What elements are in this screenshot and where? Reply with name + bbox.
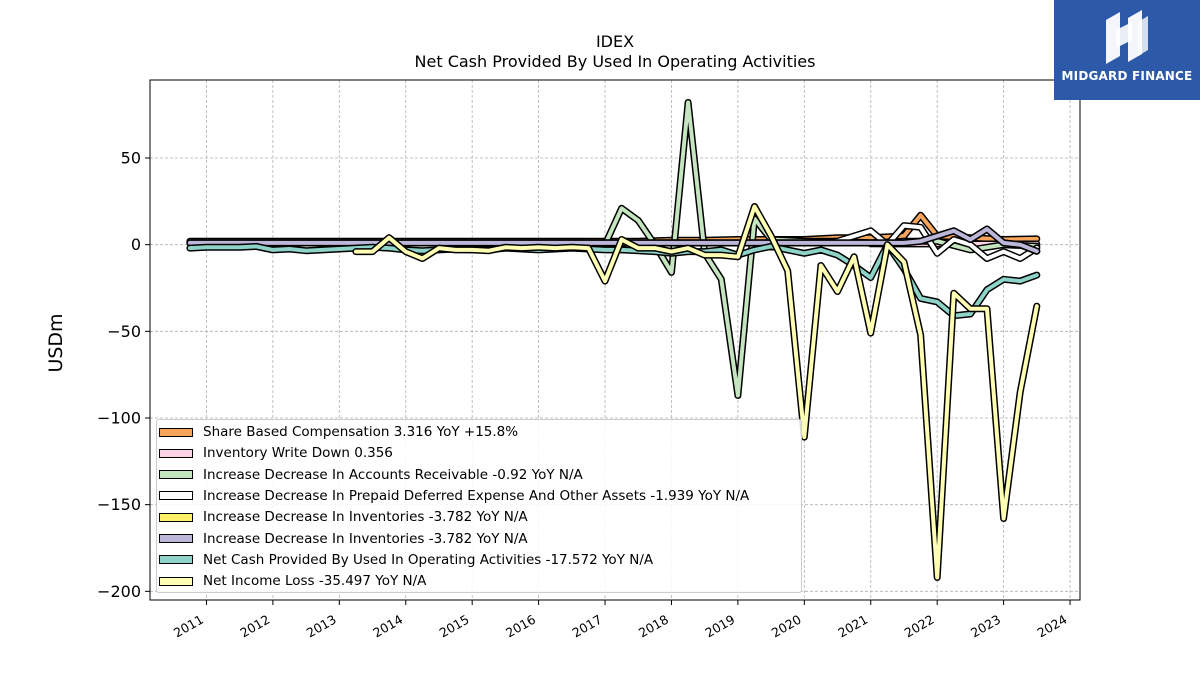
series-lines — [186, 99, 1041, 581]
legend-swatch — [159, 448, 193, 458]
x-tick-label: 2012 — [237, 612, 272, 641]
x-tick-label: 2017 — [569, 612, 604, 641]
legend-item: Increase Decrease In Inventories -3.782 … — [159, 529, 528, 549]
legend-swatch — [159, 555, 193, 565]
legend-swatch — [159, 470, 193, 480]
y-tick-label: −200 — [97, 582, 141, 601]
legend-swatch — [159, 427, 193, 437]
series-6 — [186, 225, 1041, 255]
chart-legend: Share Based Compensation 3.316 YoY +15.8… — [156, 419, 802, 593]
legend-swatch — [159, 512, 193, 522]
x-tick-label: 2016 — [503, 612, 538, 641]
chart-title: IDEX — [595, 32, 635, 51]
x-tick-label: 2022 — [902, 612, 937, 641]
legend-item: Increase Decrease In Accounts Receivable… — [159, 465, 583, 485]
x-tick-label: 2014 — [370, 612, 405, 641]
x-tick-label: 2019 — [702, 612, 737, 641]
x-tick-label: 2015 — [437, 612, 472, 641]
x-tick-label: 2024 — [1034, 612, 1069, 641]
legend-item: Net Cash Provided By Used In Operating A… — [159, 550, 653, 570]
x-tick-label: 2018 — [636, 612, 671, 641]
axes-frame — [149, 79, 1081, 601]
legend-swatch — [159, 576, 193, 586]
x-tick-label: 2021 — [835, 612, 870, 641]
y-axis-label: USDm — [45, 313, 67, 373]
legend-label: Increase Decrease In Inventories -3.782 … — [203, 530, 528, 547]
legend-item: Increase Decrease In Prepaid Deferred Ex… — [159, 486, 749, 506]
chart-subtitle: Net Cash Provided By Used In Operating A… — [414, 52, 816, 71]
y-tick-label: −150 — [97, 495, 141, 514]
legend-label: Increase Decrease In Prepaid Deferred Ex… — [203, 487, 750, 504]
legend-label: Net Income Loss -35.497 YoY N/A — [203, 573, 427, 590]
series-line — [353, 204, 1039, 580]
legend-item: Inventory Write Down 0.356 — [159, 443, 393, 463]
midgard-logo-icon — [1106, 10, 1148, 64]
y-tick-label: 0 — [131, 235, 141, 254]
legend-item: Increase Decrease In Inventories -3.782 … — [159, 507, 528, 527]
midgard-finance-logo: MIDGARD FINANCE — [1054, 0, 1200, 100]
legend-label: Increase Decrease In Inventories -3.782 … — [203, 509, 528, 526]
x-tick-label: 2023 — [968, 612, 1003, 641]
x-tick-label: 2013 — [304, 612, 339, 641]
x-tick-label: 2011 — [171, 612, 206, 641]
legend-label: Share Based Compensation 3.316 YoY +15.8… — [203, 424, 519, 440]
legend-swatch — [159, 534, 193, 543]
logo-text: MIDGARD FINANCE — [1061, 69, 1193, 83]
x-tick-label: 2020 — [769, 612, 804, 641]
legend-item: Net Income Loss -35.497 YoY N/A — [159, 571, 426, 591]
legend-label: Inventory Write Down 0.356 — [203, 445, 393, 462]
legend-item: Share Based Compensation 3.316 YoY +15.8… — [159, 422, 518, 442]
y-tick-label: −50 — [107, 322, 141, 341]
y-tick-label: 50 — [121, 149, 141, 168]
y-tick-label: −100 — [97, 409, 141, 428]
legend-swatch — [159, 491, 193, 501]
series-8 — [352, 203, 1041, 581]
legend-label: Net Cash Provided By Used In Operating A… — [203, 551, 654, 568]
legend-label: Increase Decrease In Accounts Receivable… — [203, 466, 583, 483]
series-line — [187, 227, 1039, 254]
